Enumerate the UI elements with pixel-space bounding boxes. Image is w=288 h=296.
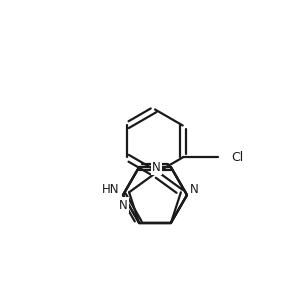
Text: N: N — [119, 199, 127, 212]
Text: Cl: Cl — [232, 151, 244, 164]
Text: N: N — [152, 161, 161, 174]
Text: N: N — [190, 183, 199, 196]
Text: HN: HN — [102, 183, 119, 196]
